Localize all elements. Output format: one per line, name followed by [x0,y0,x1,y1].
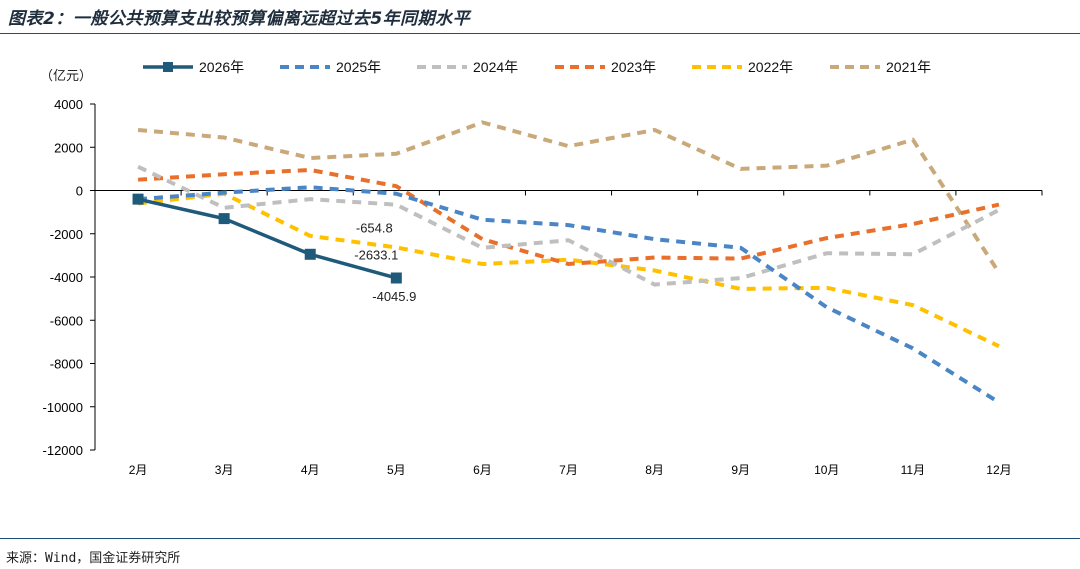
series-point-marker [218,213,230,225]
chart-legend: 2026年 2025年 2024年 2023年 2022年 2021年 [143,59,931,75]
data-label: -654.8 [356,221,393,236]
footer-divider [0,538,1080,539]
chart-series [132,120,1001,405]
y-axis-unit-label: （亿元） [40,68,92,83]
data-label: -4045.9 [372,289,416,304]
title-divider [0,33,1080,34]
x-tick-label: 9月 [731,463,750,477]
x-tick-label: 6月 [473,463,492,477]
x-tick-label: 12月 [986,463,1011,477]
chart-axes: 4000 2000 0 -2000 -4000 -6000 -8000 -10000 -1200… [43,97,1043,477]
series-line [137,167,1000,267]
x-tick-label: 4月 [301,463,320,477]
y-tick-label: -12000 [43,443,83,458]
series-point-marker [390,272,402,284]
y-tick-label: 2000 [54,140,83,155]
legend-label: 2022年 [748,59,793,75]
x-tick-label: 7月 [559,463,578,477]
y-tick-label: -8000 [50,357,83,372]
x-tick-label: 10月 [814,463,839,477]
y-tick-label: -4000 [50,270,83,285]
legend-label: 2023年 [611,59,656,75]
chart-data-labels: -654.8 -2633.1 -4045.9 [354,221,416,304]
y-tick-label: 4000 [54,97,83,112]
series-point-marker [304,248,316,260]
source-note: 来源：Wind，国金证券研究所 [6,551,181,566]
series-line [137,197,397,280]
figure-title: 图表2：一般公共预算支出较预算偏离远超过去5年同期水平 [8,9,471,29]
x-tick-label: 3月 [215,463,234,477]
legend-label: 2026年 [199,59,244,75]
x-tick-label: 11月 [901,463,925,477]
x-tick-label: 2月 [129,463,148,477]
y-tick-label: -2000 [50,227,83,242]
legend-label: 2021年 [886,59,931,75]
series-line [137,185,1001,405]
y-tick-label: -10000 [43,400,83,415]
legend-label: 2024年 [473,59,518,75]
series-point-marker [132,193,144,205]
series-line [137,120,1001,274]
series-line [137,164,1000,287]
y-tick-label: -6000 [50,313,83,328]
y-tick-label: 0 [76,184,83,199]
data-label: -2633.1 [354,247,398,262]
series-line [137,191,1000,349]
x-tick-label: 8月 [645,463,664,477]
legend-marker [163,62,173,72]
x-tick-label: 5月 [387,463,406,477]
legend-label: 2025年 [336,59,381,75]
